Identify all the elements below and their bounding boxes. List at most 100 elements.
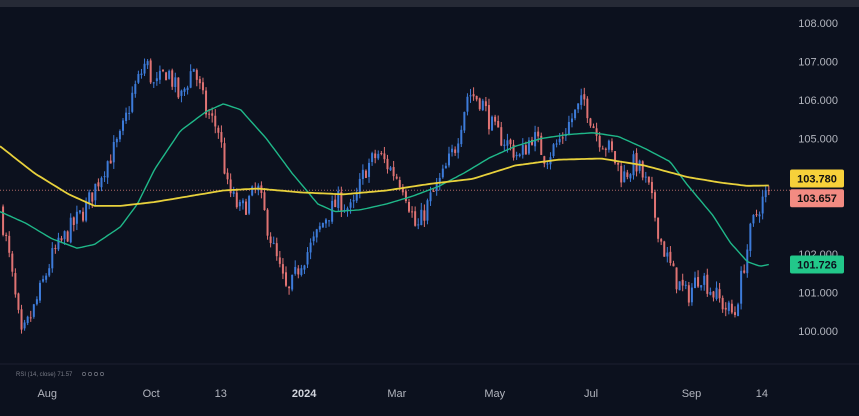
candle-body — [263, 192, 266, 211]
candle-body — [11, 253, 14, 272]
candle-body — [91, 192, 94, 202]
candle-body — [383, 153, 386, 160]
candle-body — [232, 191, 235, 194]
candle-body — [171, 70, 174, 87]
candle-body — [408, 201, 411, 212]
candle-body — [66, 231, 69, 242]
candle-body — [580, 95, 583, 105]
candle-body — [131, 92, 134, 112]
candle-body — [620, 165, 623, 183]
candle-body — [109, 160, 112, 164]
candle-body — [478, 98, 481, 110]
candle-body — [306, 252, 309, 265]
candle-body — [447, 153, 450, 166]
candle-body — [2, 206, 5, 235]
candle-body — [284, 272, 287, 286]
candle-body — [503, 144, 506, 146]
candle-body — [5, 234, 8, 237]
date-tick-label: Aug — [37, 388, 57, 400]
candle-body — [346, 208, 349, 211]
yellow-ma-value-badge: 103.780 — [797, 173, 837, 185]
candle-body — [32, 304, 35, 317]
candle-body — [481, 100, 484, 111]
candle-body — [361, 169, 364, 180]
candle-body — [20, 309, 23, 330]
candle-body — [389, 167, 392, 171]
yellow-moving-average — [0, 145, 769, 207]
candle-body — [395, 176, 398, 179]
candle-body — [48, 268, 51, 276]
candle-body — [724, 307, 727, 310]
indicator-option-dot — [88, 372, 92, 376]
price-tick-label: 101.000 — [798, 288, 838, 300]
candle-body — [626, 172, 629, 177]
candle-body — [654, 192, 657, 218]
candle-body — [730, 303, 733, 313]
candle-body — [328, 220, 331, 222]
candle-body — [423, 210, 426, 221]
candle-body — [392, 167, 395, 177]
candle-body — [155, 78, 158, 82]
candle-body — [201, 82, 204, 91]
candle-body — [118, 130, 121, 140]
candle-body — [451, 148, 454, 153]
candle-body — [364, 170, 367, 178]
candle-body — [208, 113, 211, 115]
candle-body — [321, 222, 324, 228]
candle-body — [337, 190, 340, 208]
candle-body — [509, 139, 512, 145]
candle-body — [700, 285, 703, 288]
candle-body — [35, 299, 38, 305]
candle-body — [17, 293, 20, 310]
candle-body — [752, 214, 755, 224]
candle-body — [23, 322, 26, 329]
candle-body — [63, 231, 66, 240]
date-tick-label: 13 — [215, 388, 227, 400]
candle-body — [697, 277, 700, 287]
candle-body — [589, 118, 592, 126]
candle-body — [88, 192, 91, 204]
candle-body — [487, 105, 490, 130]
candle-body — [457, 143, 460, 153]
candle-body — [678, 281, 681, 291]
candle-body — [340, 191, 343, 212]
candle-body — [269, 236, 272, 244]
candle-body — [245, 201, 248, 215]
plot-area[interactable] — [0, 7, 790, 376]
candle-body — [733, 312, 736, 315]
candle-body — [524, 145, 527, 155]
date-tick-label: Sep — [682, 388, 702, 400]
candle-body — [472, 94, 475, 97]
candle-body — [8, 235, 11, 253]
candle-body — [38, 282, 41, 301]
candle-body — [315, 229, 318, 238]
yellow-ma-value-badge-bg — [790, 169, 844, 188]
date-tick-label: 14 — [756, 388, 768, 400]
date-tick-label: Mar — [387, 388, 406, 400]
candle-body — [644, 176, 647, 178]
candle-body — [647, 176, 650, 183]
candle-body — [94, 183, 97, 201]
candle-body — [540, 135, 543, 155]
time-axis[interactable]: Aug Oct 13 2024 Mar May Jul Sep 14 — [0, 363, 859, 400]
candle-body — [115, 138, 118, 143]
candle-body — [106, 161, 109, 178]
candle-body — [614, 151, 617, 164]
candle-body — [721, 297, 724, 310]
candle-body — [398, 180, 401, 188]
candle-body — [506, 140, 509, 146]
candle-body — [278, 257, 281, 264]
candle-body — [238, 202, 241, 207]
candle-body — [484, 101, 487, 107]
candle-body — [134, 84, 137, 94]
candle-body — [460, 129, 463, 145]
candle-body — [248, 196, 251, 214]
price-axis[interactable]: 108.000107.000106.000105.000102.000101.0… — [798, 18, 838, 338]
candle-body — [72, 217, 75, 225]
date-tick-label: May — [484, 388, 505, 400]
last-price-badge: 103.657 — [797, 193, 837, 205]
candle-body — [174, 77, 177, 87]
candle-body — [380, 153, 383, 155]
